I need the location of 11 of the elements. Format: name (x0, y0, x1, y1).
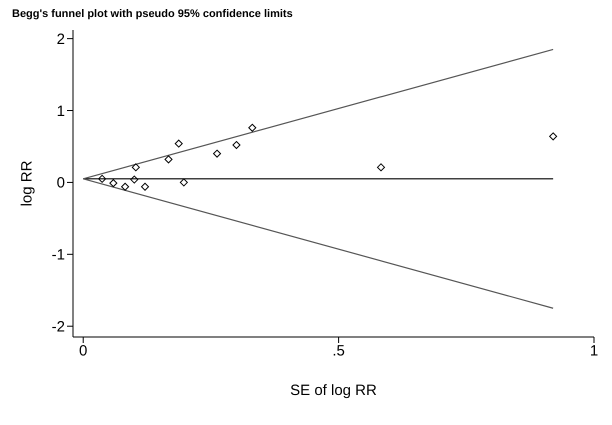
chart-title: Begg's funnel plot with pseudo 95% confidence limits (12, 8, 294, 22)
y-tick-label: 0 (56, 174, 65, 192)
x-tick-label: 1 (590, 342, 598, 360)
x-axis-title: SE of log RR (290, 382, 378, 399)
y-tick-label: 2 (56, 30, 65, 48)
y-tick-label: -2 (52, 318, 65, 336)
y-tick-label: -1 (52, 246, 65, 264)
x-tick-label: .5 (332, 342, 345, 360)
y-tick-label: 1 (56, 102, 65, 120)
x-tick-label: 0 (79, 342, 88, 360)
y-axis-title: log RR (18, 160, 36, 206)
